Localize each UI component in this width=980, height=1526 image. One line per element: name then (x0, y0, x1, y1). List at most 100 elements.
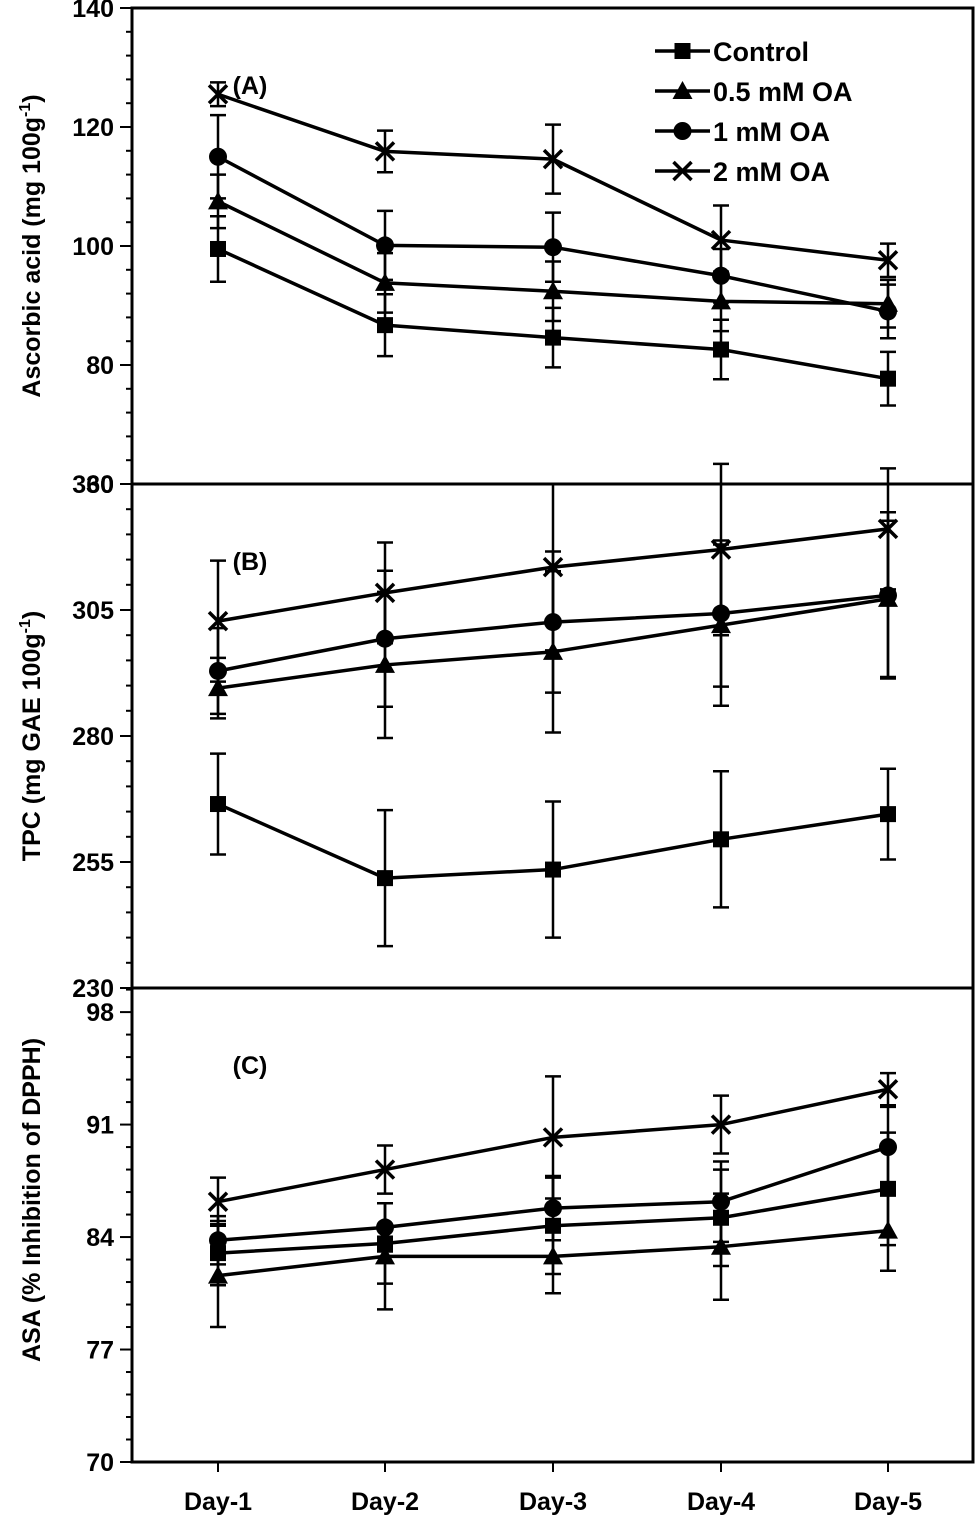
data-point (208, 191, 228, 210)
series-cross (207, 462, 899, 683)
y-tick-label: 120 (72, 114, 114, 142)
legend-marker (673, 122, 692, 140)
data-point (544, 238, 562, 257)
data-point (376, 236, 394, 255)
data-point (879, 586, 897, 605)
y-tick-label: 77 (86, 1337, 114, 1365)
data-point (544, 1199, 562, 1218)
data-point (877, 518, 899, 540)
y-axis-title: Ascorbic acid (mg 100g-1) (17, 94, 46, 397)
data-point (207, 610, 229, 632)
data-point (880, 370, 896, 387)
legend-label: 0.5 mM OA (713, 77, 853, 107)
data-point (543, 1246, 563, 1265)
data-point (375, 1246, 395, 1265)
y-axis-title-main: ASA (% Inhibition of DPPH) (18, 1038, 46, 1362)
legend: Control 0.5 mM OA 1 mM OA 2 mM OA (655, 37, 853, 187)
data-point (374, 1159, 396, 1180)
y-axis-title-main: Ascorbic acid (mg 100g (18, 117, 46, 398)
y-tick-label: 330 (72, 471, 114, 499)
y-axis: 230 255 280 305 330 TPC (mg GAE 100g-1) (17, 471, 132, 1003)
panel-3: 70 77 84 91 98 ASA (% Inhibition of DPPH) (C) (18, 986, 973, 1477)
data-point (879, 302, 897, 321)
y-tick-label: 280 (72, 723, 114, 751)
data-point (712, 1192, 730, 1211)
panel-1: 60 80 100 120 140 Ascorbic acid (mg 100g-1) (A… (17, 0, 899, 499)
y-tick-label: 80 (86, 352, 114, 380)
data-point (711, 1236, 731, 1255)
data-point (375, 272, 395, 291)
y-tick-label: 98 (86, 999, 114, 1027)
data-point (713, 831, 729, 848)
data-point (374, 582, 396, 604)
data-point (880, 806, 896, 823)
data-point (542, 148, 564, 170)
legend-marker (672, 81, 693, 99)
legend-marker (674, 43, 691, 59)
y-tick-label: 305 (72, 597, 114, 625)
legend-label: 2 mM OA (713, 157, 830, 187)
y-tick-label: 70 (86, 1449, 114, 1477)
data-point (207, 1191, 229, 1212)
legend-label: Control (713, 37, 809, 67)
legend-marker (672, 160, 693, 182)
data-point (542, 1127, 564, 1148)
y-axis-title-superscript: -1 (17, 619, 34, 633)
data-point (377, 870, 393, 887)
data-point (207, 84, 229, 105)
data-point (374, 141, 396, 162)
data-point (377, 317, 393, 334)
data-point (209, 1231, 227, 1250)
data-point (710, 229, 732, 251)
data-point (879, 1138, 897, 1157)
y-tick-label: 60 (86, 471, 114, 499)
data-point (545, 861, 561, 878)
legend-label: 1 mM OA (713, 117, 830, 147)
y-axis-title-end: ) (18, 94, 46, 102)
y-axis-title: TPC (mg GAE 100g-1) (17, 611, 46, 861)
data-point (208, 1265, 228, 1284)
y-axis: 70 77 84 91 98 ASA (% Inhibition of DPPH) (18, 988, 132, 1477)
legend-item: Control (655, 37, 809, 67)
y-axis-title-main: TPC (mg GAE 100g (18, 633, 46, 861)
y-axis-title-superscript: -1 (17, 103, 34, 117)
data-point (710, 539, 732, 560)
series-square (210, 215, 896, 407)
series-square (210, 752, 896, 948)
y-axis: 60 80 100 120 140 Ascorbic acid (mg 100g-1) (17, 0, 132, 499)
series-triangle (208, 1189, 898, 1329)
legend-item: 2 mM OA (655, 157, 830, 187)
series-cross (207, 81, 899, 279)
x-tick-label: Day-2 (351, 1488, 419, 1516)
data-point (210, 796, 226, 813)
data-point (545, 329, 561, 346)
data-point (878, 1220, 898, 1239)
x-tick-label: Day-4 (687, 1488, 755, 1516)
x-tick-label: Day-1 (184, 1488, 252, 1516)
legend-item: 1 mM OA (655, 117, 830, 147)
data-point (376, 1218, 394, 1237)
data-point (877, 250, 899, 271)
data-point (880, 1180, 896, 1197)
data-point (210, 240, 226, 257)
y-tick-label: 255 (72, 849, 114, 877)
panel-label: (A) (233, 72, 268, 100)
panel-label: (C) (233, 1052, 268, 1080)
x-axis: Day-1 Day-2 Day-3 Day-4 Day-5 (184, 1462, 922, 1516)
y-tick-label: 230 (72, 975, 114, 1003)
data-point (543, 281, 563, 300)
legend-item: 0.5 mM OA (655, 77, 853, 107)
panel-2: 230 255 280 305 330 TPC (mg GAE 100g-1) (B) (17, 462, 973, 1003)
series-circle (209, 1105, 897, 1266)
y-tick-label: 84 (86, 1224, 114, 1252)
y-axis-title-end: ) (18, 611, 46, 619)
data-point (542, 556, 564, 578)
y-axis-title: ASA (% Inhibition of DPPH) (18, 1038, 46, 1362)
x-tick-label: Day-5 (854, 1488, 922, 1516)
data-point (877, 1078, 899, 1100)
data-point (710, 1114, 732, 1135)
data-point (713, 341, 729, 358)
y-tick-label: 140 (72, 0, 114, 23)
